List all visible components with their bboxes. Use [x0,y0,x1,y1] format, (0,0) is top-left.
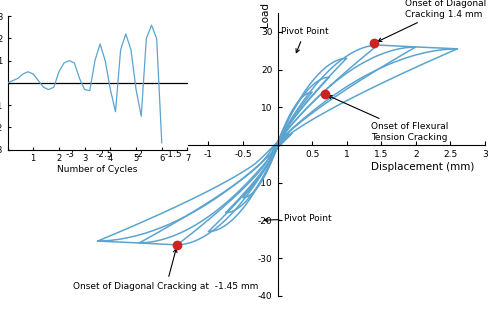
Text: Displacement (mm): Displacement (mm) [371,162,474,172]
Text: Onset of Diagonal Cracking at  -1.45 mm: Onset of Diagonal Cracking at -1.45 mm [74,249,259,291]
X-axis label: Number of Cycles: Number of Cycles [58,165,138,174]
Text: Load (kN): Load (kN) [260,0,270,28]
Text: Onset of Diagonal
Cracking 1.4 mm: Onset of Diagonal Cracking 1.4 mm [378,0,486,42]
Text: Onset of Flexural
Tension Cracking: Onset of Flexural Tension Cracking [328,96,448,142]
Text: Pivot Point: Pivot Point [281,27,328,53]
Text: Pivot Point: Pivot Point [264,214,332,223]
